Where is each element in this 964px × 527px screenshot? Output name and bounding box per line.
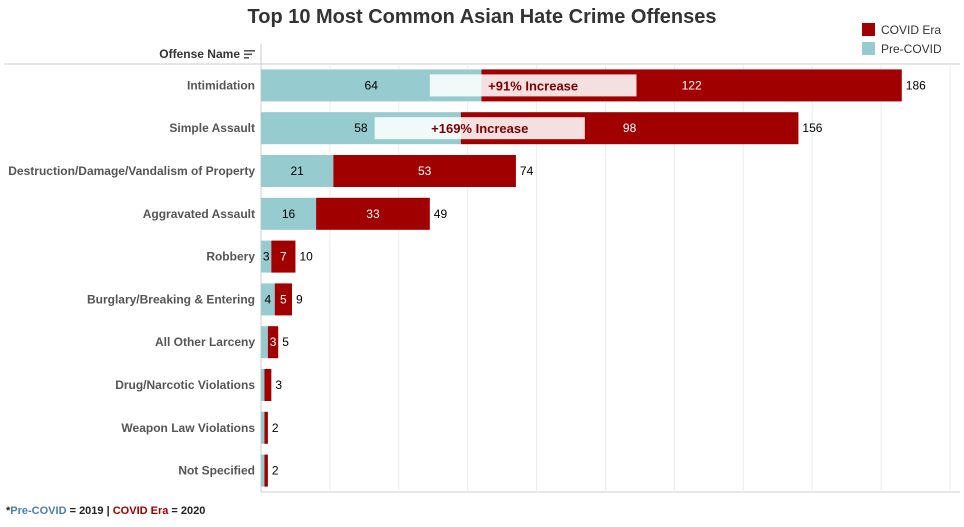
legend-item-covid-era[interactable]: COVID Era [862,20,942,39]
category-label: Simple Assault [169,121,255,135]
data-label-pre-covid: 64 [365,78,379,92]
legend-swatch-covid-era [862,23,875,36]
legend: COVID Era Pre-COVID [862,20,942,58]
category-label: Drug/Narcotic Violations [115,378,255,392]
footnote-covid-text: = 2020 [168,505,206,517]
legend-swatch-pre-covid [862,42,875,55]
data-label-total: 5 [282,335,289,349]
annotation-box [374,117,585,140]
footnote: *Pre-COVID = 2019 | COVID Era = 2020 [6,505,205,517]
annotation-label: +91% Increase [488,78,578,93]
category-label: All Other Larceny [155,335,255,349]
bar-pre-covid [261,369,265,401]
data-label-pre-covid: 58 [354,121,368,135]
bar-covid-era [267,326,279,359]
bar-pre-covid [261,454,265,487]
bar-covid-era [333,155,516,187]
category-label: Burglary/Breaking & Entering [87,292,255,306]
legend-label-covid-era: COVID Era [881,22,942,37]
category-label: Aggravated Assault [143,207,255,221]
bar-covid-era [264,411,268,444]
data-label-total: 9 [296,292,303,306]
legend-label-pre-covid: Pre-COVID [881,41,942,56]
data-label-total: 2 [272,421,279,435]
data-label-total: 74 [520,164,534,178]
data-label-pre-covid: 16 [282,207,296,221]
column-header[interactable]: Offense Name [126,47,256,62]
bar-pre-covid [261,197,317,230]
bar-covid-era [316,197,430,230]
data-label-total: 10 [299,250,313,264]
data-label-covid-era: 7 [280,250,287,264]
data-label-covid-era: 122 [682,78,702,92]
column-header-label: Offense Name [159,47,240,61]
data-label-total: 2 [272,464,279,478]
annotation-box [429,74,637,97]
bar-pre-covid [261,155,334,187]
footnote-covid-era: COVID Era [112,505,169,517]
data-label-pre-covid: 3 [263,250,270,264]
category-label: Intimidation [187,78,255,92]
data-label-covid-era: 5 [280,292,287,306]
category-label: Weapon Law Violations [121,421,255,435]
data-label-pre-covid: 4 [265,292,272,306]
data-label-total: 156 [802,121,822,135]
bar-covid-era [271,240,296,273]
footnote-pre-covid: Pre-COVID [10,505,67,517]
category-label: Destruction/Damage/Vandalism of Property [8,164,255,178]
bar-pre-covid [261,240,272,273]
bar-covid-era [274,283,293,316]
data-label-total: 49 [434,207,448,221]
footnote-prefix: * [6,505,11,517]
bar-covid-era [264,369,272,401]
data-label-covid-era: 53 [418,164,432,178]
data-label-covid-era: 98 [623,121,637,135]
legend-item-pre-covid[interactable]: Pre-COVID [862,39,942,58]
chart-title: Top 10 Most Common Asian Hate Crime Offe… [247,6,717,28]
bar-covid-era [264,454,268,487]
bar-pre-covid [261,283,275,316]
bar-pre-covid [261,326,268,359]
sort-icon[interactable] [244,48,256,62]
data-label-pre-covid: 21 [290,164,304,178]
data-label-total: 186 [906,78,926,92]
annotation-label: +169% Increase [431,121,528,136]
data-label-total: 3 [275,378,282,392]
bar-pre-covid [261,411,265,444]
category-label: Not Specified [178,464,255,478]
data-label-covid-era: 3 [270,335,277,349]
footnote-pre-text: = 2019 | [66,505,113,517]
category-label: Robbery [206,250,255,264]
data-label-covid-era: 33 [366,207,380,221]
